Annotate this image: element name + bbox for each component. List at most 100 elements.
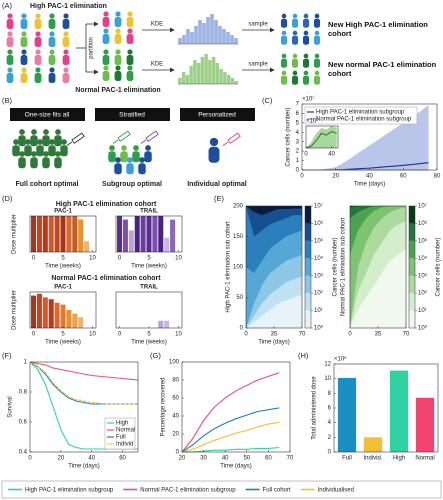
y-tick-label: 2 [328, 435, 332, 441]
colorbar-tick-label: 10³ [418, 273, 427, 279]
bar [164, 237, 170, 252]
person-body [42, 135, 50, 147]
x-tick-label: 0 [118, 256, 122, 262]
x-tick-label: 30 [200, 456, 207, 462]
person-head [21, 67, 27, 73]
strategy-label: Subgroup optimal [102, 181, 162, 188]
person-body [208, 146, 220, 163]
bar [122, 219, 128, 252]
bar [185, 75, 190, 84]
person-body [48, 37, 56, 47]
person-body [102, 17, 110, 27]
person-head [115, 28, 121, 34]
colorbar-segment [305, 310, 311, 328]
person-body [42, 157, 50, 169]
colorbar-tick-label: 10⁶ [314, 220, 324, 227]
person-head [281, 13, 287, 19]
x-tick-label: 5 [147, 256, 151, 262]
series-line [181, 407, 280, 453]
x-tick-label: 20 [58, 456, 65, 462]
person-body [18, 135, 26, 147]
y-axis-label: Cancer cells (number) [286, 107, 292, 166]
bar [223, 72, 227, 84]
bar [48, 216, 54, 252]
legend-label: Normal [116, 428, 135, 434]
partition-label: partition [89, 37, 95, 58]
person-head [314, 70, 320, 76]
strategy-header-box [180, 108, 255, 121]
y-tick-label: 3 [296, 139, 300, 145]
x-tick-label: 60 [400, 174, 407, 180]
person-head [35, 31, 41, 37]
person-body [280, 58, 288, 68]
y-axis-label: Percentage recovered [161, 377, 167, 436]
strategy-header: Personalized [198, 112, 236, 119]
colorbar-segment [305, 293, 311, 311]
person-body [18, 157, 26, 169]
person-head [55, 129, 61, 135]
x-tick-label: Individ. [363, 456, 382, 462]
legend-frame [1, 480, 442, 499]
person-body [36, 145, 44, 157]
series-line [29, 361, 138, 405]
panel-label: (E) [214, 194, 225, 203]
person-body [132, 151, 140, 163]
x-tick-label: 40 [366, 174, 373, 180]
bar [190, 32, 194, 44]
panel-label: (D) [2, 194, 13, 203]
person-head [127, 28, 133, 34]
person-head [7, 13, 13, 19]
person-head [19, 151, 25, 157]
person-body [6, 37, 14, 47]
bar [186, 29, 190, 44]
x-tick-label: 10 [175, 256, 182, 262]
x-axis-label: Time (weeks) [45, 264, 81, 270]
arrow-label: KDE [151, 22, 163, 28]
bar [170, 219, 176, 252]
bar [36, 293, 42, 328]
bar [219, 69, 223, 84]
x-tick-label: 80 [434, 174, 441, 180]
person-head [103, 11, 109, 17]
legend-label: Individualised [318, 488, 354, 494]
y-tick-label: 150 [233, 234, 244, 240]
bar [178, 38, 182, 44]
person-head [21, 49, 27, 55]
plot-frame [305, 125, 339, 149]
x-tick-label: 40 [88, 456, 95, 462]
person-body [114, 17, 122, 27]
arrow-label: KDE [151, 62, 163, 68]
person-head [35, 49, 41, 55]
bar [198, 20, 202, 44]
x-tick-label: 10 [89, 256, 96, 262]
person-head [115, 157, 121, 163]
person-head [303, 13, 309, 19]
y-tick-label: 10 [324, 376, 331, 382]
x-tick-label: 20 [179, 456, 186, 462]
bar [389, 370, 409, 452]
y-tick-label: 20 [172, 432, 179, 438]
bar [178, 78, 182, 84]
bar [230, 78, 235, 84]
y-tick-label: 6 [296, 111, 300, 117]
bar [218, 26, 222, 44]
person-head [21, 31, 27, 37]
bar [117, 216, 123, 252]
y-tick-label: 0.6 [19, 420, 28, 426]
person-body [302, 75, 310, 85]
cohort-title: Normal PAC-1 elimination cohort [51, 275, 161, 282]
person-head [43, 151, 49, 157]
person-body [6, 73, 14, 83]
plot-frame [29, 361, 139, 453]
bar [84, 241, 90, 252]
person-body [48, 145, 56, 157]
person-body [60, 145, 68, 157]
bar [48, 299, 54, 328]
person-body [48, 55, 56, 65]
person-head [37, 139, 43, 145]
person-head [127, 11, 133, 17]
syringe-needle [66, 141, 73, 146]
panel-label: (B) [2, 96, 13, 105]
heatmap-band [350, 206, 406, 328]
